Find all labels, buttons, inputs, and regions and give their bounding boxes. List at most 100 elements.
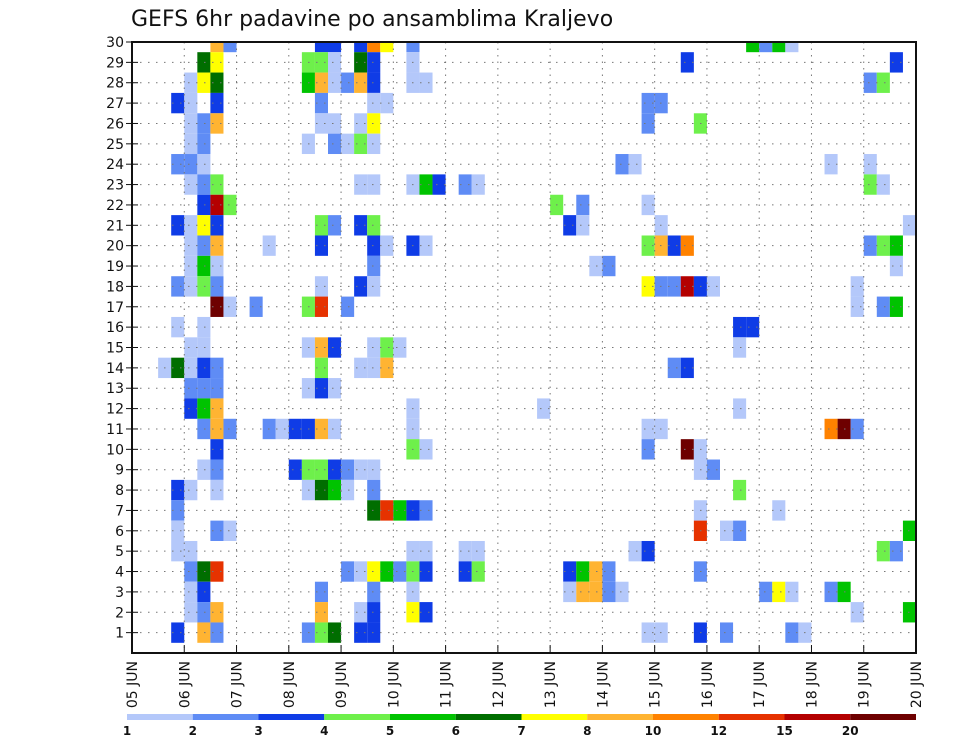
heat-cell (314, 215, 328, 236)
colorbar-segment (850, 714, 916, 720)
heat-cell (210, 296, 224, 317)
heat-cell (850, 276, 864, 297)
heat-cell (367, 276, 381, 297)
heat-cell (889, 296, 903, 317)
y-tick-label: 11 (106, 422, 124, 438)
heat-cell (197, 561, 211, 582)
heat-cell (197, 378, 211, 399)
heat-cell (314, 296, 328, 317)
heat-cell (863, 154, 877, 175)
heat-cell (341, 72, 355, 93)
y-tick-label: 2 (115, 605, 124, 621)
heat-cell (314, 622, 328, 643)
heat-cell (563, 215, 577, 236)
heat-cell (184, 235, 198, 256)
heat-cell (197, 215, 211, 236)
heat-cell (824, 154, 838, 175)
x-tick-label: 11 JUN (439, 661, 455, 708)
heat-cell (184, 113, 198, 134)
colorbar-label: 20 (842, 724, 859, 738)
heat-cell (314, 479, 328, 501)
heat-cell (641, 113, 655, 134)
x-tick-label: 17 JUN (752, 661, 768, 708)
heat-cell (197, 337, 211, 358)
heat-cell (602, 581, 616, 603)
heat-cell (733, 520, 747, 541)
heat-cell (380, 337, 394, 358)
heat-cell (367, 622, 381, 643)
heat-cell (406, 42, 420, 53)
heat-cell (380, 92, 394, 114)
heat-cell (889, 540, 903, 562)
heat-cell (314, 113, 328, 134)
heat-cell (171, 215, 185, 236)
heat-cell (197, 194, 211, 216)
heat-cell (380, 235, 394, 256)
heat-cell (210, 276, 224, 297)
heat-cell (223, 520, 237, 541)
heat-cell (850, 418, 864, 440)
heat-cell (785, 622, 799, 643)
heat-cell (458, 174, 472, 195)
heat-cell (746, 316, 760, 338)
heat-cell (171, 276, 185, 297)
heat-cell (314, 602, 328, 623)
heat-cell (458, 540, 472, 562)
heat-cell (171, 622, 185, 643)
heat-cell (328, 622, 342, 643)
heat-cell (328, 418, 342, 440)
heat-cell (641, 276, 655, 297)
heat-cell (184, 154, 198, 175)
heat-cell (824, 418, 838, 440)
heat-cell (328, 113, 342, 134)
heat-cell (171, 316, 185, 338)
colorbar-segment (521, 714, 588, 720)
heat-cell (354, 215, 368, 236)
heat-cell (641, 439, 655, 460)
heat-cell (314, 72, 328, 93)
y-tick-label: 5 (115, 544, 124, 560)
heat-cell (876, 540, 890, 562)
x-tick-label: 19 JUN (857, 661, 873, 708)
heat-cell (380, 357, 394, 379)
heat-cell (889, 235, 903, 256)
colorbar-label: 1 (123, 724, 131, 738)
x-axis: 05 JUN 06 JUN 07 JUN 08 JUN 09 JUN 10 JUN 11 J… (125, 645, 925, 708)
heat-cell (720, 622, 734, 643)
heat-cell (197, 52, 211, 73)
y-tick-label: 20 (106, 239, 124, 255)
heat-cell (184, 255, 198, 277)
x-tick-label: 07 JUN (230, 661, 246, 708)
heat-cell (458, 561, 472, 582)
colorbar-segment (390, 714, 456, 720)
x-tick-label: 13 JUN (543, 661, 559, 708)
heat-cell (354, 622, 368, 643)
heat-cell (210, 459, 224, 480)
heat-cell (876, 235, 890, 256)
heat-cell (876, 296, 890, 317)
heat-cell (863, 174, 877, 195)
heat-cell (197, 235, 211, 256)
y-tick-label: 14 (106, 361, 124, 377)
y-tick-label: 6 (115, 524, 124, 540)
heat-cell (354, 561, 368, 582)
heat-cell (733, 316, 747, 338)
heat-cell (628, 154, 642, 175)
colorbar-label: 4 (320, 724, 328, 738)
heat-cell (328, 133, 342, 155)
heat-cell (341, 459, 355, 480)
heat-cell (184, 215, 198, 236)
heat-cell (341, 479, 355, 501)
heat-cell (354, 72, 368, 93)
heat-cell (367, 113, 381, 134)
heat-cell (197, 581, 211, 603)
y-tick-label: 1 (115, 626, 124, 642)
heat-cell (288, 418, 302, 440)
colorbar-label: 5 (386, 724, 394, 738)
heat-cell (210, 174, 224, 195)
heat-cell (419, 561, 433, 582)
heat-cell (197, 602, 211, 623)
heat-cell (314, 235, 328, 256)
heat-cell (341, 296, 355, 317)
heat-cell (680, 52, 694, 73)
